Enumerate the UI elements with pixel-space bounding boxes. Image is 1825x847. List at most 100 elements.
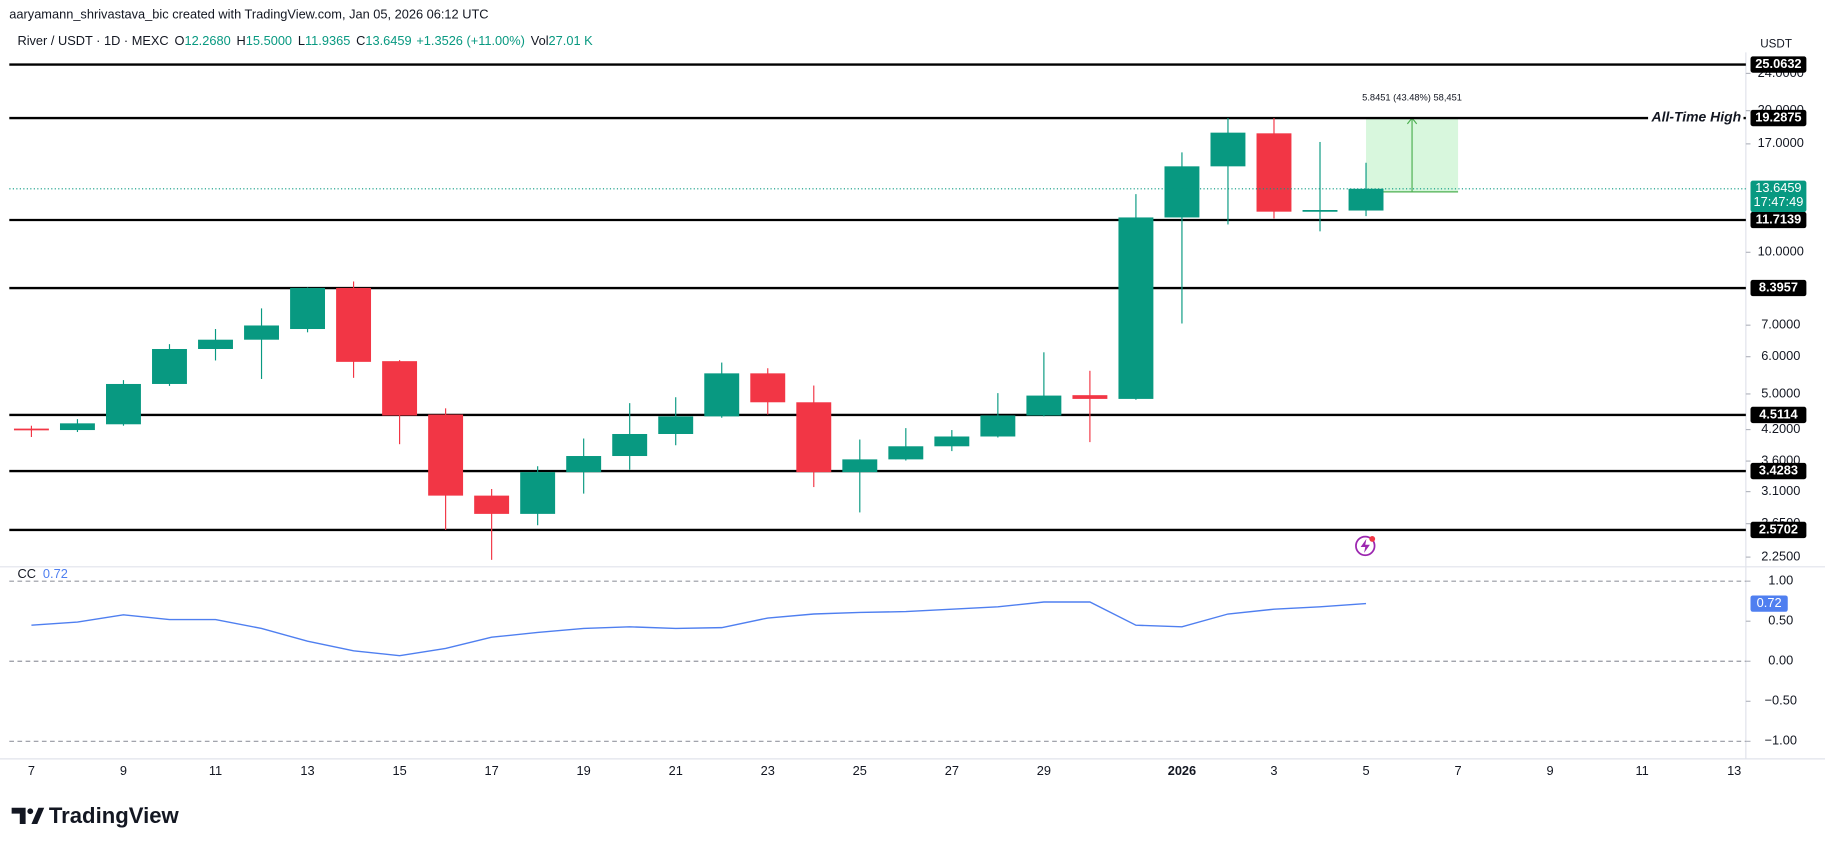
candle-body — [474, 495, 510, 514]
legend-key: Vol — [531, 33, 549, 48]
y-tick-label: 6.0000 — [1761, 348, 1800, 363]
candle-body — [290, 287, 326, 330]
candle-body — [198, 339, 233, 349]
candle-body — [1026, 395, 1062, 416]
candle-body — [1256, 133, 1292, 212]
level-label: 2.5702 — [1759, 521, 1798, 536]
x-tick-label: 13 — [300, 763, 314, 778]
x-tick-label: 23 — [761, 763, 775, 778]
candle-body — [382, 361, 418, 416]
candle-body — [1118, 217, 1154, 399]
x-tick-label: 27 — [945, 763, 959, 778]
candle-body — [244, 325, 279, 340]
legend-key: C — [356, 33, 365, 48]
y-tick-label: 0.00 — [1768, 653, 1793, 668]
x-tick-label: 25 — [853, 763, 867, 778]
level-label: 19.2875 — [1755, 109, 1801, 124]
level-label: 11.7139 — [1756, 211, 1802, 226]
y-tick-label: 7.0000 — [1761, 317, 1800, 332]
candle-body — [1348, 188, 1384, 211]
candle-body — [13, 428, 49, 431]
y-tick-label: 3.1000 — [1761, 483, 1800, 498]
candle-body — [1302, 210, 1338, 212]
candle-body — [842, 459, 878, 473]
candle-body — [1072, 395, 1108, 399]
indicator-name: CC — [17, 566, 35, 581]
candle-body — [980, 415, 1016, 437]
x-tick-label: 7 — [1455, 763, 1462, 778]
x-tick-label: 29 — [1037, 763, 1051, 778]
legend-key: H — [237, 33, 246, 48]
candle-body — [934, 436, 970, 447]
x-tick-label: 5 — [1362, 763, 1369, 778]
level-note: All-Time High — [1651, 109, 1742, 125]
candle-body — [704, 373, 740, 417]
x-tick-label: 13 — [1727, 763, 1741, 778]
level-label: 25.0632 — [1755, 56, 1801, 71]
candle-body — [59, 423, 95, 431]
attribution: aaryamann_shrivastava_bic created with T… — [9, 7, 488, 22]
y-tick-label: 5.0000 — [1761, 385, 1800, 400]
y-tick-label: 17.0000 — [1758, 135, 1804, 150]
legend-key: O — [174, 33, 184, 48]
level-label: 8.3957 — [1759, 279, 1798, 294]
legend-value: 11.9365 — [305, 33, 350, 48]
y-tick-label: 10.0000 — [1758, 244, 1804, 259]
y-tick-label: 0.50 — [1768, 613, 1793, 628]
y-tick-label: −0.50 — [1765, 693, 1797, 708]
legend-value: 12.2680 — [184, 33, 230, 48]
level-label-box — [1750, 279, 1807, 297]
measure-label: 5.8451 (43.48%) 58,451 — [1362, 93, 1462, 103]
candle-body — [658, 416, 694, 434]
brand: TradingView — [49, 803, 180, 828]
y-tick-label: 4.2000 — [1761, 421, 1800, 436]
y-tick-label: 1.00 — [1768, 573, 1793, 588]
candle-body — [612, 433, 648, 457]
legend-value: 13.6459 — [365, 33, 411, 48]
legend-value: 15.5000 — [246, 33, 292, 48]
candle-body — [428, 414, 464, 496]
x-tick-label: 11 — [209, 763, 222, 778]
candle-body — [888, 446, 924, 460]
countdown: 17:47:49 — [1754, 194, 1804, 209]
level-label: 3.4283 — [1759, 462, 1798, 477]
candle-body — [336, 287, 372, 362]
level-label-box — [1750, 211, 1807, 229]
level-label-box — [1750, 462, 1807, 480]
alert-icon — [1355, 535, 1376, 557]
candle-body — [152, 348, 187, 384]
indicator-value-box — [1750, 595, 1788, 612]
x-tick-label: 7 — [28, 763, 35, 778]
brand-logo — [11, 807, 45, 825]
y-tick-label: −1.00 — [1765, 733, 1797, 748]
level-label-box — [1750, 406, 1807, 424]
level-label-box — [1750, 56, 1807, 73]
x-tick-label: 9 — [120, 763, 127, 778]
candle-body — [566, 456, 602, 473]
indicator-value-label: 0.72 — [1757, 595, 1782, 610]
level-label-box — [1750, 109, 1807, 127]
candle-body — [750, 373, 786, 403]
legend-change: +1.3526 (+11.00%) — [416, 33, 525, 48]
candle-body — [1164, 166, 1200, 218]
indicator-line — [31, 601, 1367, 657]
legend-value: 27.01 K — [549, 33, 594, 48]
last-price-box — [1750, 180, 1807, 213]
currency: USDT — [1760, 37, 1792, 50]
candle-body — [1210, 132, 1246, 167]
x-tick-label: 9 — [1547, 763, 1554, 778]
candle-body — [520, 472, 556, 514]
x-tick-label: 3 — [1270, 763, 1277, 778]
last-price: 13.6459 — [1755, 180, 1801, 195]
level-label-box — [1750, 521, 1807, 539]
x-tick-label: 17 — [485, 763, 499, 778]
symbol: River / USDT · 1D · MEXC — [17, 33, 168, 48]
symbol-legend: River / USDT · 1D · MEXC O12.2680 H15.5000… — [17, 33, 593, 48]
x-tick-label: 19 — [577, 763, 591, 778]
x-tick-label: 15 — [392, 763, 406, 778]
indicator-value: 0.72 — [43, 566, 68, 581]
candle-body — [796, 402, 832, 473]
level-label: 4.5114 — [1759, 406, 1798, 421]
